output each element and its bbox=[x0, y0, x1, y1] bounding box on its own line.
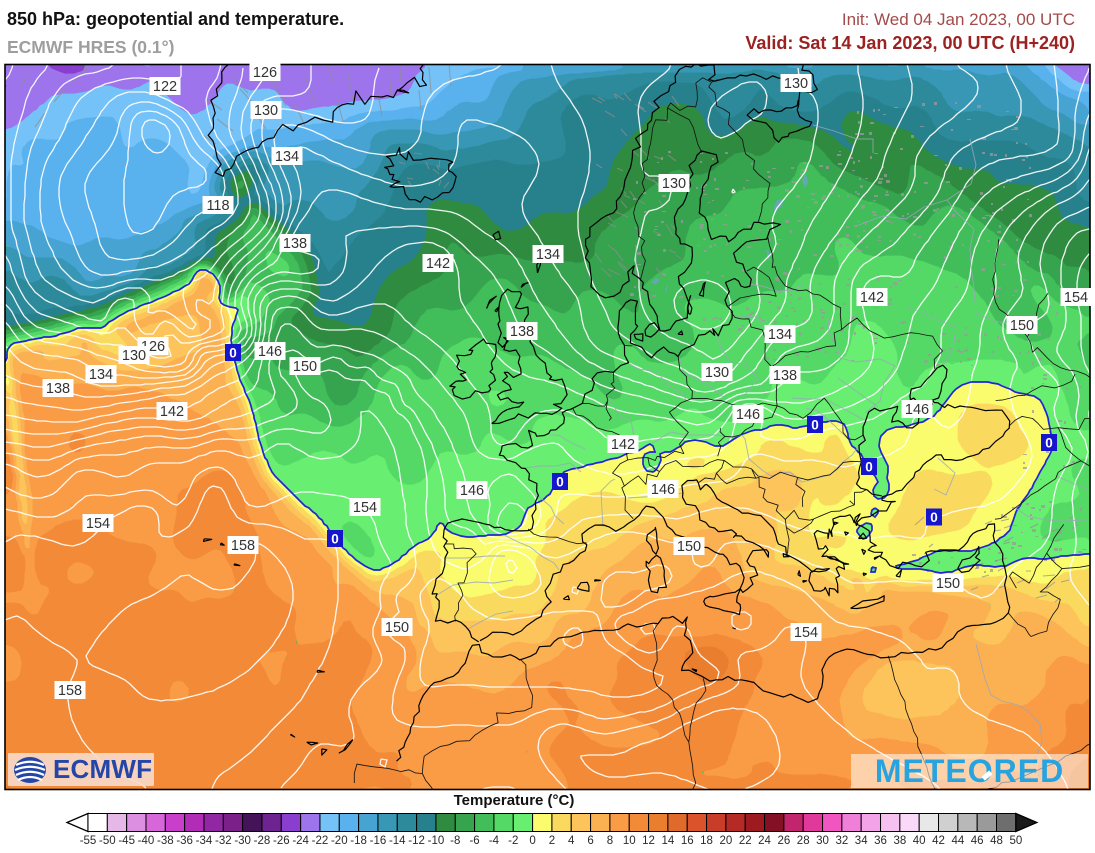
svg-text:32: 32 bbox=[835, 835, 848, 847]
svg-text:0: 0 bbox=[865, 460, 873, 475]
svg-text:-34: -34 bbox=[196, 835, 213, 847]
svg-text:-38: -38 bbox=[157, 835, 174, 847]
svg-text:158: 158 bbox=[58, 683, 82, 699]
svg-text:18: 18 bbox=[700, 835, 713, 847]
svg-text:36: 36 bbox=[874, 835, 887, 847]
svg-text:130: 130 bbox=[254, 103, 278, 119]
svg-text:0: 0 bbox=[1045, 436, 1053, 451]
svg-text:138: 138 bbox=[510, 324, 534, 340]
svg-text:134: 134 bbox=[536, 247, 560, 263]
svg-text:40: 40 bbox=[913, 835, 926, 847]
svg-text:16: 16 bbox=[681, 835, 694, 847]
svg-text:0: 0 bbox=[529, 835, 535, 847]
svg-text:-24: -24 bbox=[292, 835, 309, 847]
svg-text:122: 122 bbox=[153, 79, 177, 95]
svg-text:118: 118 bbox=[206, 198, 229, 214]
svg-text:150: 150 bbox=[293, 359, 317, 375]
svg-text:-2: -2 bbox=[508, 835, 518, 847]
svg-text:50: 50 bbox=[1009, 835, 1022, 847]
svg-text:134: 134 bbox=[275, 149, 299, 165]
svg-text:126: 126 bbox=[253, 65, 277, 81]
svg-text:146: 146 bbox=[258, 344, 282, 360]
svg-text:2: 2 bbox=[549, 835, 555, 847]
svg-text:154: 154 bbox=[353, 500, 377, 516]
svg-text:130: 130 bbox=[122, 348, 146, 364]
svg-text:14: 14 bbox=[662, 835, 675, 847]
svg-text:46: 46 bbox=[971, 835, 984, 847]
svg-text:8: 8 bbox=[607, 835, 613, 847]
svg-text:-22: -22 bbox=[312, 835, 329, 847]
svg-text:150: 150 bbox=[936, 576, 960, 592]
svg-text:-45: -45 bbox=[118, 835, 135, 847]
svg-text:Temperature (°C): Temperature (°C) bbox=[454, 793, 575, 809]
svg-text:-26: -26 bbox=[273, 835, 290, 847]
svg-text:146: 146 bbox=[460, 483, 484, 499]
svg-text:-30: -30 bbox=[234, 835, 251, 847]
svg-text:-12: -12 bbox=[408, 835, 425, 847]
svg-text:154: 154 bbox=[794, 625, 818, 641]
svg-text:20: 20 bbox=[719, 835, 732, 847]
svg-text:6: 6 bbox=[587, 835, 593, 847]
svg-text:130: 130 bbox=[662, 176, 686, 192]
svg-text:-55: -55 bbox=[80, 835, 97, 847]
svg-text:48: 48 bbox=[990, 835, 1003, 847]
svg-text:-36: -36 bbox=[176, 835, 193, 847]
svg-text:-8: -8 bbox=[450, 835, 460, 847]
svg-text:142: 142 bbox=[611, 437, 635, 453]
svg-text:142: 142 bbox=[860, 290, 884, 306]
svg-text:10: 10 bbox=[623, 835, 636, 847]
svg-text:22: 22 bbox=[739, 835, 752, 847]
svg-text:-14: -14 bbox=[389, 835, 406, 847]
svg-text:26: 26 bbox=[777, 835, 790, 847]
svg-text:134: 134 bbox=[768, 327, 792, 343]
svg-text:-40: -40 bbox=[138, 835, 155, 847]
svg-text:138: 138 bbox=[773, 368, 797, 384]
svg-text:150: 150 bbox=[677, 539, 701, 555]
svg-text:0: 0 bbox=[811, 418, 819, 433]
svg-text:138: 138 bbox=[46, 381, 70, 397]
svg-text:0: 0 bbox=[331, 532, 339, 547]
svg-text:146: 146 bbox=[905, 402, 929, 418]
svg-text:146: 146 bbox=[651, 482, 675, 498]
svg-text:-4: -4 bbox=[489, 835, 500, 847]
svg-text:154: 154 bbox=[1064, 290, 1088, 306]
svg-text:130: 130 bbox=[784, 76, 808, 92]
svg-text:150: 150 bbox=[1010, 318, 1034, 334]
svg-text:-10: -10 bbox=[428, 835, 445, 847]
svg-text:-32: -32 bbox=[215, 835, 232, 847]
svg-text:12: 12 bbox=[642, 835, 655, 847]
svg-text:-16: -16 bbox=[370, 835, 387, 847]
svg-text:-20: -20 bbox=[331, 835, 348, 847]
svg-text:146: 146 bbox=[736, 407, 760, 423]
svg-text:28: 28 bbox=[797, 835, 810, 847]
svg-text:142: 142 bbox=[160, 404, 184, 420]
svg-text:4: 4 bbox=[568, 835, 575, 847]
svg-text:-28: -28 bbox=[254, 835, 271, 847]
svg-text:0: 0 bbox=[229, 346, 237, 361]
svg-text:150: 150 bbox=[385, 620, 409, 636]
svg-text:30: 30 bbox=[816, 835, 829, 847]
svg-text:24: 24 bbox=[758, 835, 771, 847]
svg-text:-50: -50 bbox=[99, 835, 116, 847]
svg-text:-18: -18 bbox=[350, 835, 367, 847]
svg-text:158: 158 bbox=[231, 538, 255, 554]
svg-text:42: 42 bbox=[932, 835, 945, 847]
svg-text:138: 138 bbox=[283, 236, 307, 252]
svg-text:0: 0 bbox=[556, 475, 564, 490]
svg-text:154: 154 bbox=[86, 516, 110, 532]
svg-text:134: 134 bbox=[89, 367, 113, 383]
svg-text:38: 38 bbox=[893, 835, 906, 847]
svg-text:34: 34 bbox=[855, 835, 868, 847]
svg-text:130: 130 bbox=[705, 365, 729, 381]
svg-text:0: 0 bbox=[930, 510, 938, 525]
svg-text:44: 44 bbox=[951, 835, 964, 847]
svg-text:-6: -6 bbox=[469, 835, 479, 847]
svg-text:142: 142 bbox=[426, 256, 450, 272]
